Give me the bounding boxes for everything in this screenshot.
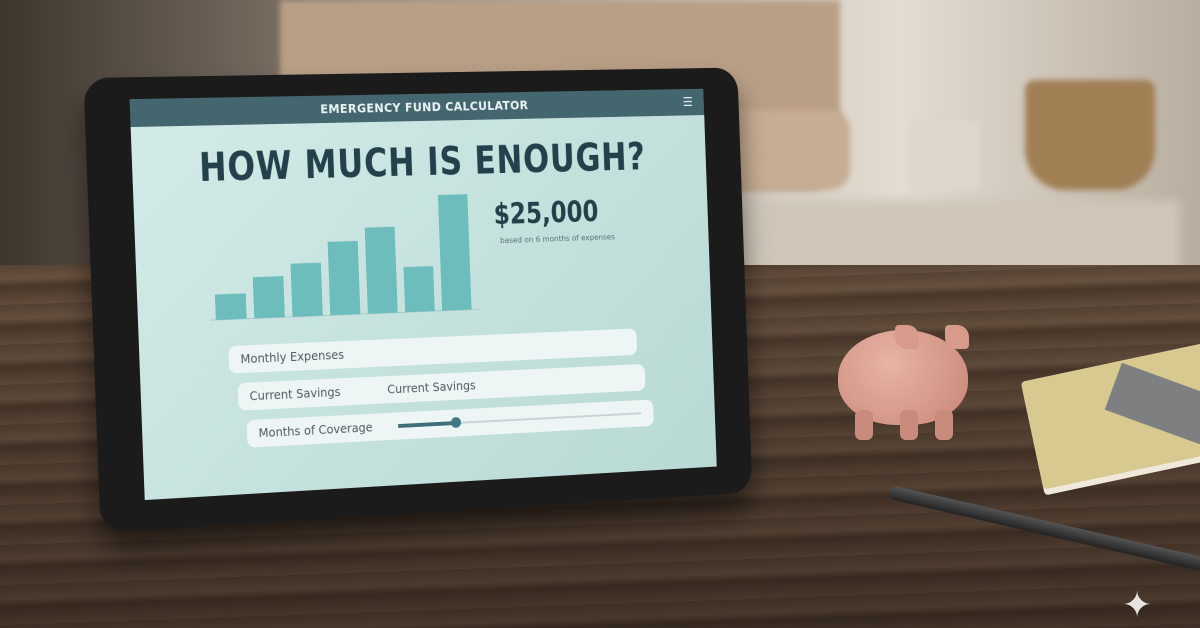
field-label: Months of Coverage	[258, 420, 373, 441]
tablet: EMERGENCY FUND CALCULATOR ☰ HOW MUCH IS …	[83, 67, 753, 533]
app-bar: EMERGENCY FUND CALCULATOR ☰	[129, 88, 705, 128]
field-label: Monthly Expenses	[240, 347, 345, 367]
field-label: Current Savings	[249, 385, 341, 404]
coverage-slider[interactable]	[398, 412, 642, 429]
app-title: EMERGENCY FUND CALCULATOR	[320, 98, 529, 117]
chart-bar	[437, 194, 472, 311]
slider-fill	[398, 421, 456, 428]
piggy-leg	[935, 410, 953, 440]
sparkle-icon: ✦	[1122, 585, 1153, 626]
result-amount: $25,000	[493, 195, 599, 232]
slider-thumb[interactable]	[450, 416, 461, 429]
bar-chart	[192, 194, 507, 335]
chart-bar	[290, 262, 323, 317]
chart-bar	[214, 293, 247, 320]
hamburger-menu-icon[interactable]: ☰	[682, 95, 694, 110]
chart-bar	[364, 226, 398, 314]
result-caption: based on 6 months of expenses	[499, 232, 616, 246]
plant-pot	[910, 120, 980, 190]
piggy-leg	[855, 410, 873, 440]
piggy-ear	[895, 325, 919, 349]
tablet-screen: EMERGENCY FUND CALCULATOR ☰ HOW MUCH IS …	[129, 88, 717, 501]
chart-bar	[327, 240, 361, 316]
plant-basket	[1025, 80, 1155, 190]
piggy-ear	[945, 325, 969, 349]
piggy-leg	[900, 410, 918, 440]
chart-bar	[252, 276, 285, 319]
chart-bar	[403, 266, 435, 313]
headline: HOW MUCH IS ENOUGH?	[198, 135, 647, 191]
field-value: Current Savings	[387, 378, 476, 397]
